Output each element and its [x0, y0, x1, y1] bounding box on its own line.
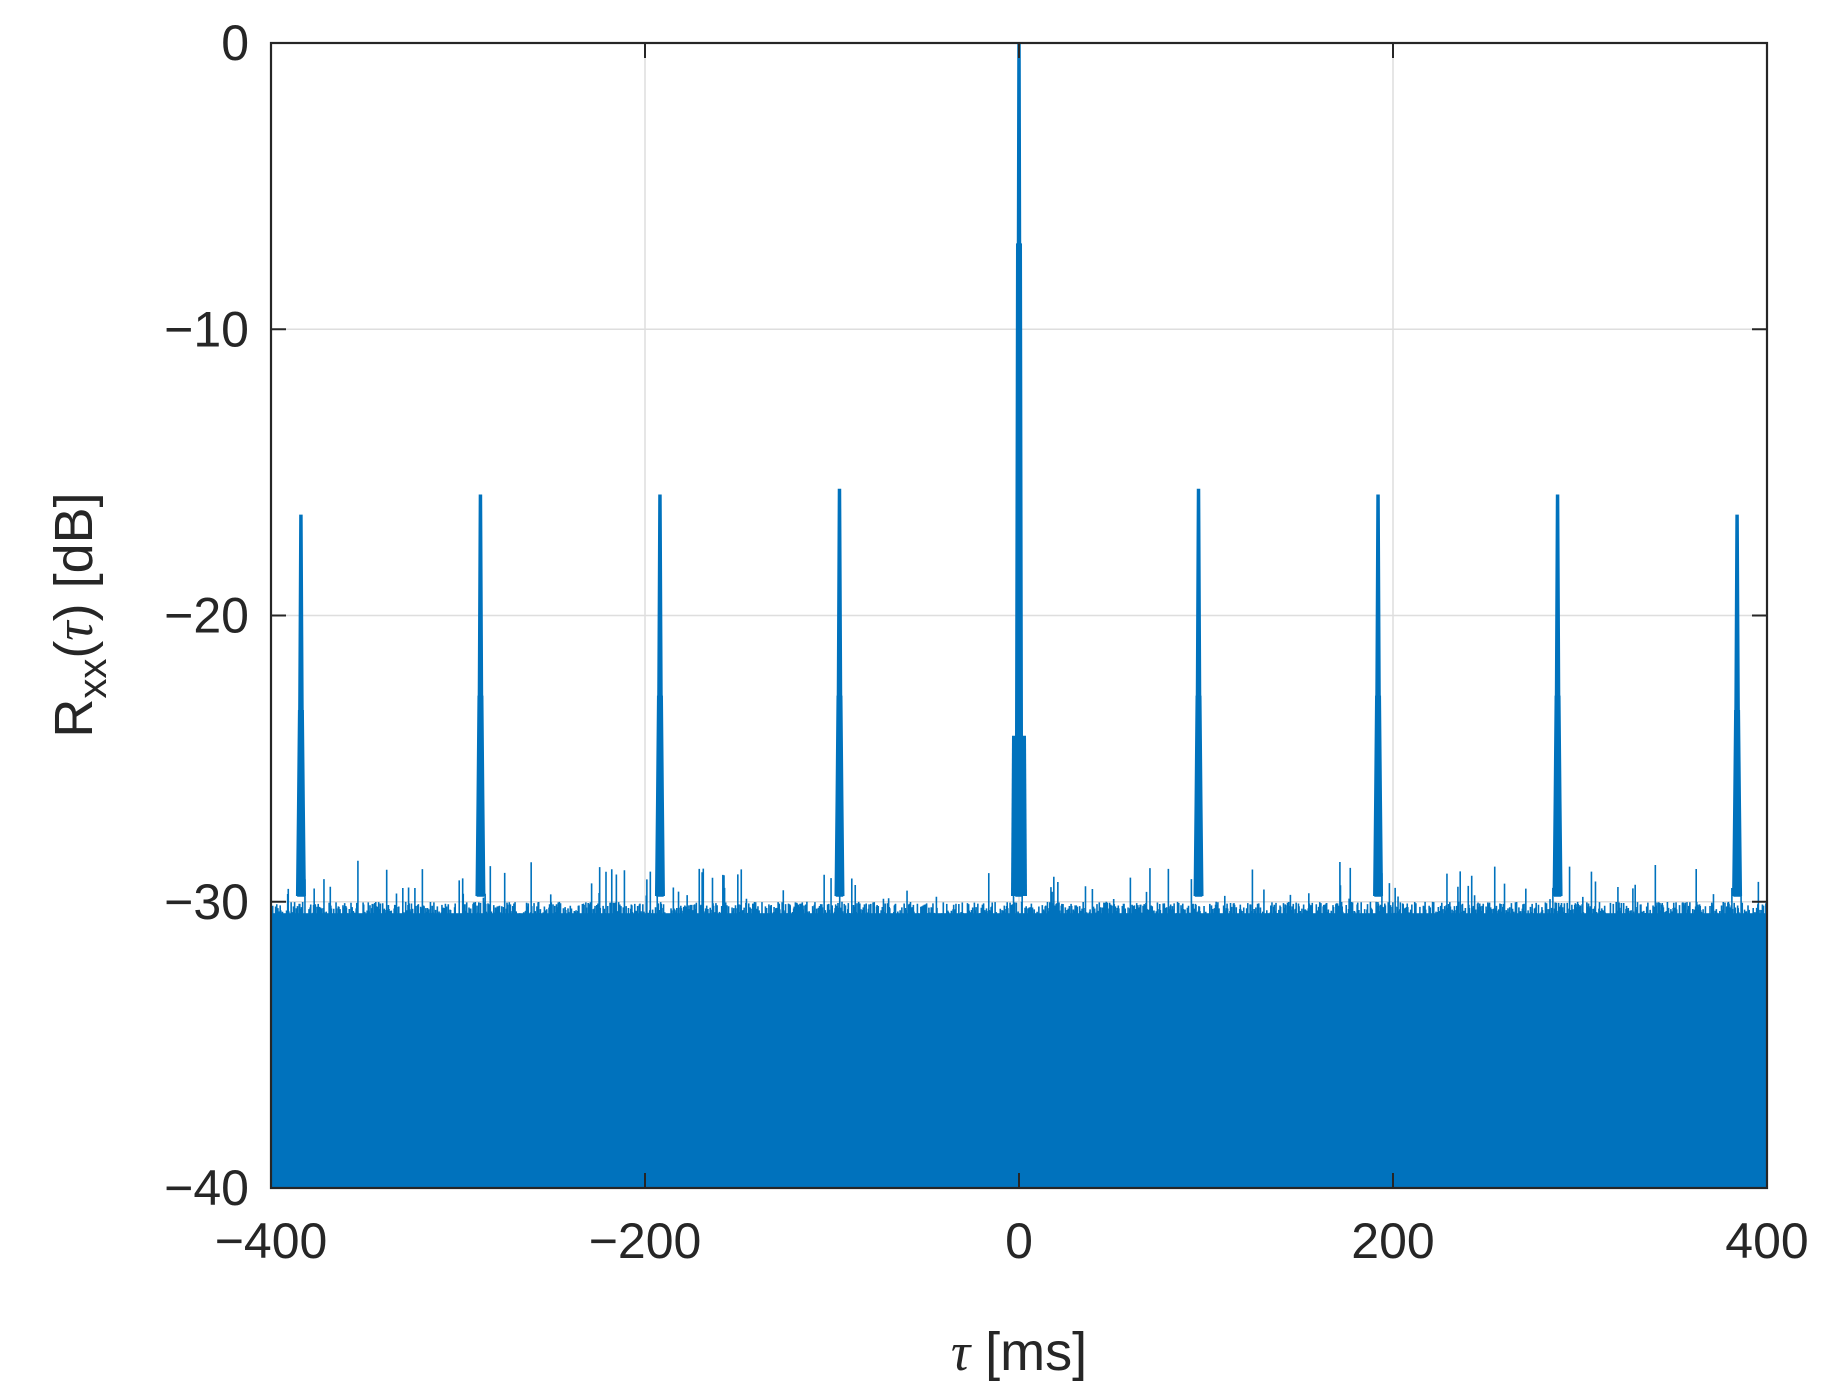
peak: [475, 494, 486, 897]
x-tick-label: 400: [1725, 1213, 1808, 1269]
peak: [1732, 514, 1743, 897]
peak-shoulder: [1014, 243, 1024, 897]
peak-shoulder: [1193, 695, 1204, 897]
y-axis-label-open: (: [44, 641, 104, 659]
peak-shoulder: [1373, 695, 1384, 897]
x-tick-label: 200: [1351, 1213, 1434, 1269]
peak-shoulder: [1732, 709, 1743, 897]
y-tick-labels: 0 −10 −20 −30 −40: [164, 15, 249, 1216]
y-axis-label-subscript: xx: [71, 659, 115, 699]
y-axis-label-symbol: τ: [44, 620, 104, 641]
peak-shoulder: [834, 695, 845, 897]
axis-ticks: [270, 42, 1768, 1189]
y-tick-label: −40: [164, 1160, 249, 1216]
series-line: [270, 42, 1768, 1188]
peak: [834, 488, 845, 897]
peak: [1552, 494, 1563, 897]
peak: [1373, 494, 1384, 897]
peak-shoulder: [295, 709, 306, 897]
x-tick-label: 0: [1005, 1213, 1033, 1269]
y-axis-label: Rxx(τ) [dB]: [44, 492, 115, 737]
y-axis-label-main: R: [44, 699, 104, 738]
peak-base: [1011, 735, 1027, 897]
peak: [654, 494, 665, 897]
y-axis-label-rest: ) [dB]: [44, 492, 104, 621]
peak-shoulder: [654, 695, 665, 897]
peak-shoulder: [1552, 695, 1563, 897]
y-tick-label: −10: [164, 301, 249, 357]
x-tick-label: −200: [589, 1213, 702, 1269]
peak: [1011, 42, 1027, 897]
x-axis-label-symbol: τ: [951, 1322, 972, 1382]
x-axis-label: τ [ms]: [951, 1322, 1087, 1382]
x-axis-label-unit: [ms]: [970, 1322, 1087, 1382]
y-tick-label: −30: [164, 874, 249, 930]
y-tick-label: −20: [164, 588, 249, 644]
noise-floor-fill: [271, 913, 1767, 1188]
x-tick-label: −400: [215, 1213, 328, 1269]
peak: [1193, 488, 1204, 897]
x-tick-labels: −400 −200 0 200 400: [215, 1213, 1809, 1269]
peak-shoulder: [475, 695, 486, 897]
y-tick-label: 0: [221, 15, 249, 71]
peak: [295, 514, 306, 897]
